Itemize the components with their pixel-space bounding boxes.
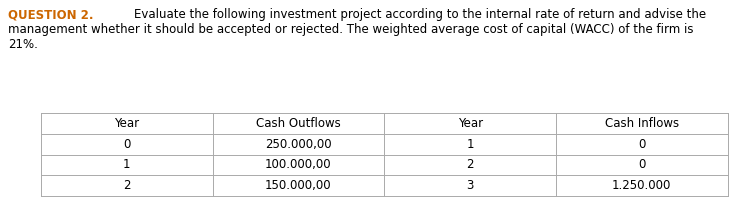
Text: 250.000,00: 250.000,00 [265, 138, 332, 151]
Text: 3: 3 [466, 179, 474, 192]
Text: 0: 0 [638, 158, 646, 171]
Text: 100.000,00: 100.000,00 [265, 158, 332, 171]
Text: 0: 0 [123, 138, 130, 151]
Text: 1: 1 [123, 158, 130, 171]
Text: Cash Inflows: Cash Inflows [605, 117, 679, 130]
Text: management whether it should be accepted or rejected. The weighted average cost : management whether it should be accepted… [8, 23, 693, 36]
Text: 150.000,00: 150.000,00 [265, 179, 332, 192]
Text: QUESTION 2.: QUESTION 2. [8, 8, 94, 21]
Text: 21%.: 21%. [8, 38, 38, 51]
Text: Cash Outflows: Cash Outflows [256, 117, 341, 130]
Text: Year: Year [114, 117, 139, 130]
Text: 2: 2 [466, 158, 474, 171]
Text: Evaluate the following investment project according to the internal rate of retu: Evaluate the following investment projec… [134, 8, 706, 21]
Text: 2: 2 [123, 179, 130, 192]
Text: 1: 1 [466, 138, 474, 151]
Text: Year: Year [458, 117, 483, 130]
Text: 0: 0 [638, 138, 646, 151]
Text: 1.250.000: 1.250.000 [612, 179, 672, 192]
